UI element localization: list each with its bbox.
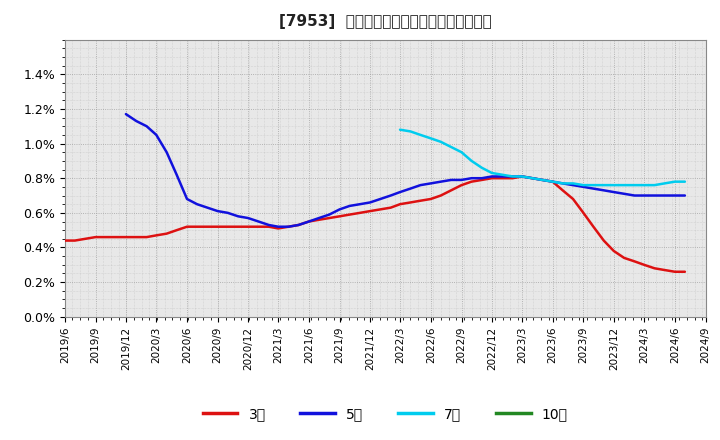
Legend: 3年, 5年, 7年, 10年: 3年, 5年, 7年, 10年	[197, 401, 573, 426]
Title: [7953]  経常利益マージンの標準偏差の推移: [7953] 経常利益マージンの標準偏差の推移	[279, 14, 492, 29]
